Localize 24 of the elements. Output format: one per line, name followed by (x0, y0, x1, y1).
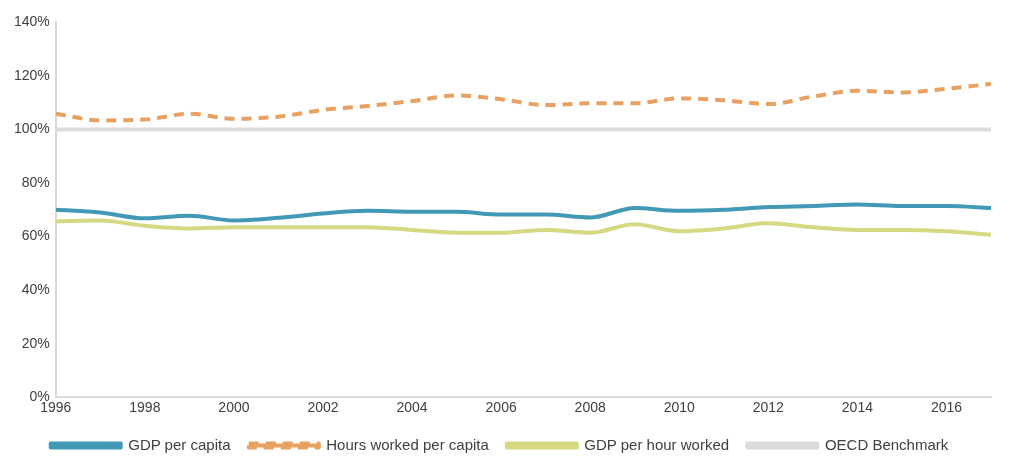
x-tick-label: 2012 (752, 399, 785, 416)
x-tick-label: 2010 (663, 399, 696, 416)
x-tick-label: 2008 (574, 399, 606, 416)
x-tick-label: 2000 (218, 399, 250, 416)
y-tick-label: 120% (13, 66, 50, 83)
legend-label: GDP per capita (128, 435, 232, 453)
line-series (55, 218, 991, 237)
legend-label: OECD Benchmark (824, 435, 949, 453)
x-tick-label: 2016 (930, 399, 963, 416)
y-tick-label: 20% (21, 334, 50, 351)
y-tick-label: 140% (13, 13, 50, 30)
y-tick-label: 80% (21, 173, 50, 190)
x-tick-label: 2002 (307, 399, 339, 416)
line-series (55, 81, 991, 123)
x-tick-label: 2004 (396, 399, 428, 416)
y-tick-label: 60% (21, 227, 50, 244)
legend-label: GDP per hour worked (584, 435, 730, 453)
line-series (55, 202, 991, 223)
y-tick-label: 100% (13, 120, 50, 137)
x-tick-label: 2014 (841, 399, 874, 416)
x-tick-label: 1998 (129, 399, 161, 416)
x-tick-label: 2006 (485, 399, 517, 416)
legend-label: Hours worked per capita (326, 435, 490, 453)
y-tick-label: 40% (21, 280, 50, 297)
